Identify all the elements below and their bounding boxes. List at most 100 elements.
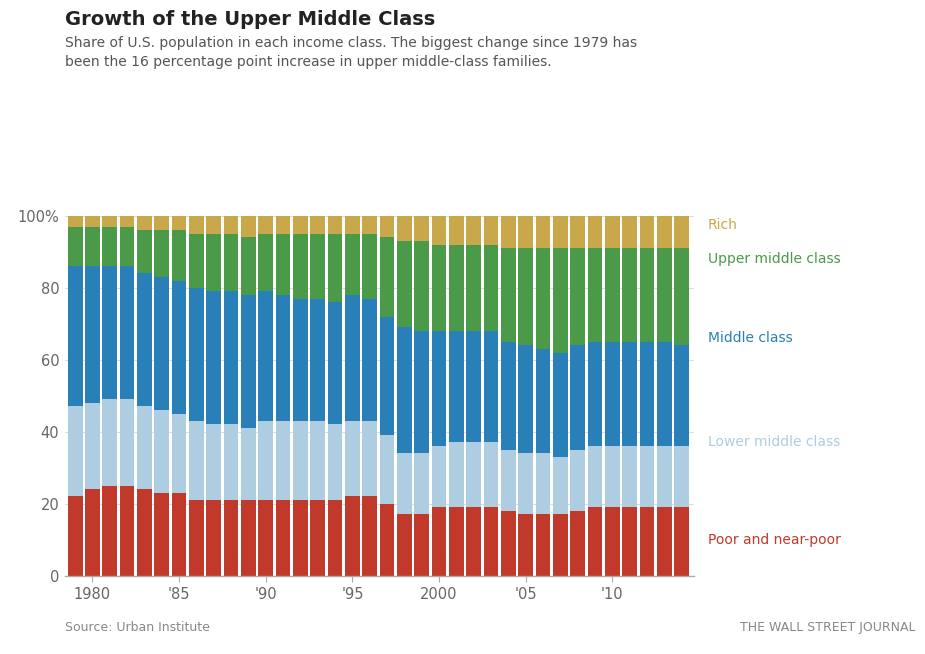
Bar xyxy=(605,248,620,341)
Bar xyxy=(224,424,239,500)
Bar xyxy=(518,453,533,514)
Bar xyxy=(587,248,602,341)
Text: Middle class: Middle class xyxy=(708,331,793,345)
Bar xyxy=(206,233,221,291)
Bar xyxy=(466,245,481,331)
Bar xyxy=(189,500,204,576)
Bar xyxy=(293,216,308,234)
Bar xyxy=(68,227,82,266)
Bar xyxy=(137,406,152,489)
Bar xyxy=(587,446,602,508)
Bar xyxy=(345,295,360,421)
Bar xyxy=(414,241,429,331)
Bar xyxy=(518,345,533,453)
Bar xyxy=(68,216,82,227)
Bar xyxy=(466,216,481,245)
Bar xyxy=(605,216,620,248)
Bar xyxy=(154,277,169,410)
Bar xyxy=(119,266,134,399)
Bar xyxy=(639,508,654,576)
Bar xyxy=(432,216,447,245)
Bar xyxy=(484,442,499,508)
Bar xyxy=(501,216,516,248)
Bar xyxy=(206,424,221,500)
Bar xyxy=(241,500,256,576)
Bar xyxy=(154,410,169,493)
Bar xyxy=(224,500,239,576)
Bar xyxy=(414,216,429,241)
Bar xyxy=(553,353,568,456)
Bar xyxy=(674,248,689,345)
Bar xyxy=(553,456,568,514)
Bar xyxy=(484,245,499,331)
Bar xyxy=(241,428,256,500)
Bar xyxy=(657,508,672,576)
Bar xyxy=(293,234,308,298)
Bar xyxy=(639,216,654,248)
Bar xyxy=(172,493,187,576)
Bar xyxy=(103,485,117,576)
Bar xyxy=(154,493,169,576)
Bar xyxy=(103,216,117,227)
Bar xyxy=(518,248,533,345)
Bar xyxy=(68,266,82,406)
Bar xyxy=(605,446,620,508)
Bar xyxy=(553,514,568,576)
Bar xyxy=(397,514,412,576)
Bar xyxy=(379,436,394,504)
Text: THE WALL STREET JOURNAL: THE WALL STREET JOURNAL xyxy=(740,621,916,634)
Bar xyxy=(119,485,134,576)
Bar xyxy=(85,227,100,266)
Bar xyxy=(103,399,117,485)
Bar xyxy=(363,216,377,234)
Bar xyxy=(224,233,239,291)
Bar xyxy=(363,421,377,496)
Bar xyxy=(68,406,82,496)
Bar xyxy=(449,508,463,576)
Bar xyxy=(103,266,117,399)
Bar xyxy=(397,453,412,514)
Bar xyxy=(657,248,672,341)
Bar xyxy=(241,216,256,237)
Bar xyxy=(449,245,463,331)
Bar xyxy=(363,298,377,421)
Bar xyxy=(327,233,342,302)
Bar xyxy=(68,496,82,576)
Bar xyxy=(119,216,134,227)
Bar xyxy=(379,317,394,436)
Bar xyxy=(587,341,602,446)
Bar xyxy=(587,216,602,248)
Bar xyxy=(363,234,377,298)
Bar xyxy=(189,421,204,500)
Bar xyxy=(85,403,100,489)
Bar xyxy=(311,234,325,298)
Bar xyxy=(623,216,637,248)
Bar xyxy=(276,421,290,500)
Bar xyxy=(137,230,152,273)
Bar xyxy=(397,241,412,327)
Bar xyxy=(587,508,602,576)
Bar xyxy=(674,345,689,446)
Bar xyxy=(189,216,204,234)
Bar xyxy=(224,291,239,424)
Bar xyxy=(432,245,447,331)
Bar xyxy=(119,399,134,485)
Text: Share of U.S. population in each income class. The biggest change since 1979 has: Share of U.S. population in each income … xyxy=(65,36,637,69)
Bar xyxy=(571,216,585,248)
Bar xyxy=(674,508,689,576)
Bar xyxy=(501,450,516,511)
Bar xyxy=(311,216,325,234)
Bar xyxy=(484,331,499,442)
Bar xyxy=(553,216,568,248)
Bar xyxy=(363,496,377,576)
Bar xyxy=(536,514,550,576)
Bar xyxy=(345,496,360,576)
Bar xyxy=(536,349,550,453)
Bar xyxy=(605,341,620,446)
Bar xyxy=(397,216,412,241)
Text: Poor and near-poor: Poor and near-poor xyxy=(708,532,841,547)
Bar xyxy=(449,216,463,245)
Bar xyxy=(536,216,550,248)
Bar xyxy=(206,216,221,234)
Bar xyxy=(536,453,550,514)
